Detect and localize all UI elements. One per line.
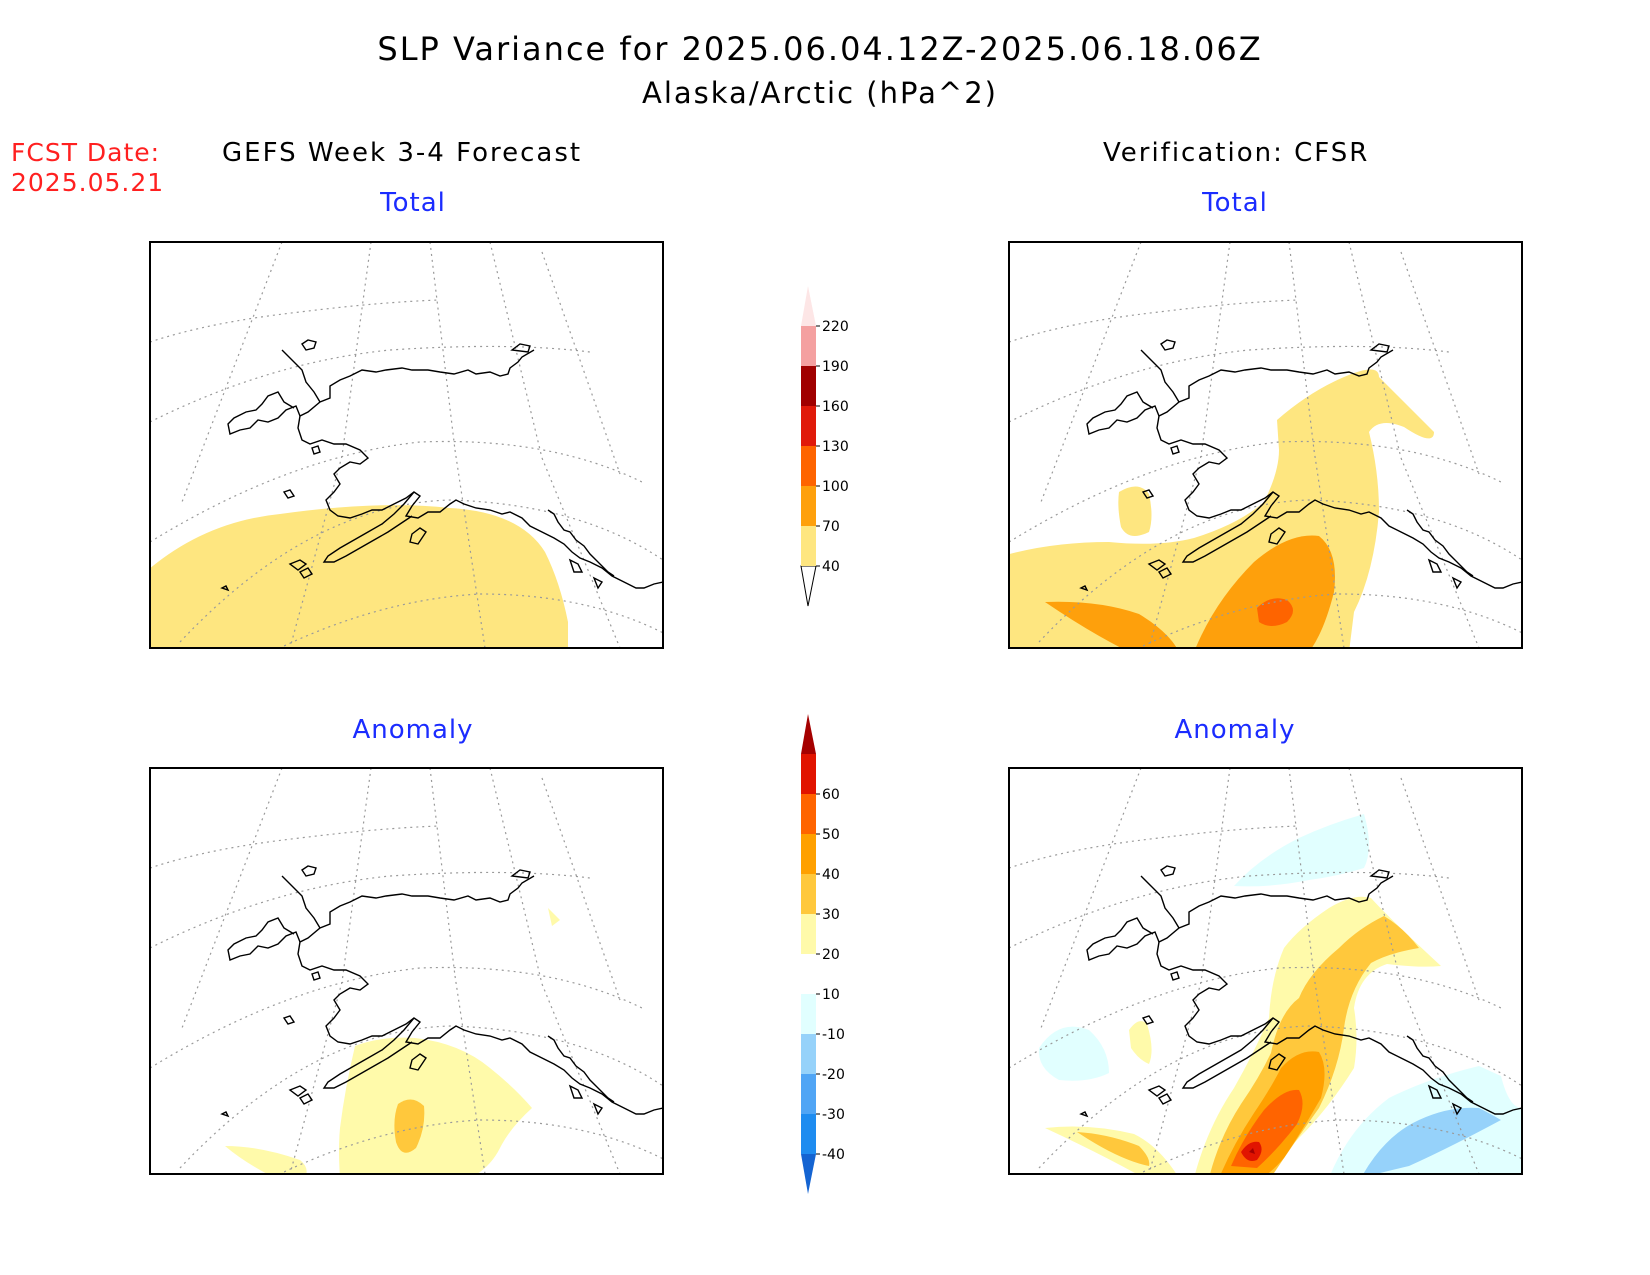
anomaly-colorbar-label: -10 [822, 1027, 845, 1043]
verification-total-map [1008, 241, 1523, 649]
anomaly-colorbar-box [801, 994, 816, 1034]
chart-title: SLP Variance for 2025.06.04.12Z-2025.06.… [377, 30, 1263, 68]
total-colorbar-box [801, 406, 816, 446]
chart-subtitle: Alaska/Arctic (hPa^2) [642, 76, 998, 110]
forecast-total-label: Total [380, 188, 446, 218]
forecast-total-map [149, 241, 664, 649]
total-colorbar-box [801, 526, 816, 566]
anomaly-colorbar-label: 10 [822, 987, 840, 1003]
contour-over-60 [1249, 1148, 1255, 1154]
forecast-anomaly-label: Anomaly [352, 715, 474, 745]
anomaly-colorbar-label: 60 [822, 787, 840, 803]
forecast-date-label: FCST Date: [11, 138, 161, 167]
verification-column-header: Verification: CFSR [1103, 138, 1370, 168]
total-colorbar-high-end [801, 286, 816, 326]
contour-10-20-ne [548, 908, 560, 926]
forecast-total-frame [149, 241, 664, 649]
forecast-date-block: FCST Date: 2025.05.21 [11, 138, 164, 198]
contour-100-130 [1257, 598, 1293, 626]
total-colorbar-box [801, 326, 816, 366]
anomaly-colorbar-box [801, 874, 816, 914]
anomaly-colorbar-label: 20 [822, 947, 840, 963]
total-colorbar-low-end [800, 565, 817, 607]
forecast-date-value: 2025.05.21 [11, 168, 165, 197]
anomaly-colorbar-box [801, 1034, 816, 1074]
forecast-anomaly-map [149, 767, 664, 1175]
anomaly-colorbar-box [801, 954, 816, 994]
anomaly-colorbar-box [801, 914, 816, 954]
contour-20-30-sw [1077, 1132, 1150, 1166]
contour-40-70 [150, 505, 568, 648]
anomaly-colorbar-label: 30 [822, 907, 840, 923]
anomaly-colorbar-label: -20 [822, 1067, 845, 1083]
verification-anomaly-label: Anomaly [1174, 715, 1296, 745]
total-colorbar-label: 220 [822, 319, 849, 335]
verification-total-label: Total [1202, 188, 1268, 218]
contour-10-20-west [1129, 1021, 1152, 1064]
verification-anomaly-frame [1008, 767, 1523, 1175]
contour-neg10-neg20-north [1234, 814, 1369, 887]
total-colorbar-label: 130 [822, 439, 849, 455]
verification-anomaly-map [1008, 767, 1523, 1175]
anomaly-colorbar-label: -30 [822, 1107, 845, 1123]
total-colorbar-label: 100 [822, 479, 849, 495]
contour-70-100 [1195, 535, 1335, 648]
anomaly-colorbar-label: 50 [822, 827, 840, 843]
anomaly-colorbar-box [801, 834, 816, 874]
forecast-anomaly-frame [149, 767, 664, 1175]
contour-neg10-neg20-west [1038, 1026, 1109, 1081]
total-colorbar-label: 160 [822, 399, 849, 415]
contour-10-20-west [225, 1146, 307, 1174]
total-colorbar-label: 40 [822, 559, 840, 575]
total-colorbar: 40 70 100 130 160 190 220 [800, 286, 849, 607]
anomaly-colorbar-box [801, 754, 816, 794]
total-colorbar-label: 190 [822, 359, 849, 375]
anomaly-colorbar-label: -40 [822, 1147, 845, 1163]
anomaly-colorbar-box [801, 1074, 816, 1114]
anomaly-colorbar: -40 -30 -20 -10 10 20 30 40 50 60 [801, 714, 845, 1194]
total-colorbar-box [801, 486, 816, 526]
total-colorbar-box [801, 446, 816, 486]
contour-40-70-west [1118, 486, 1152, 536]
anomaly-colorbar-high-end [801, 714, 816, 754]
contour-10-20 [339, 1037, 532, 1174]
anomaly-colorbar-low-end [801, 1154, 816, 1194]
forecast-column-header: GEFS Week 3-4 Forecast [222, 138, 583, 168]
contour-neg20-neg30 [1363, 1107, 1501, 1174]
contour-70-100-west [1045, 601, 1177, 648]
total-colorbar-box [801, 366, 816, 406]
anomaly-colorbar-box [801, 794, 816, 834]
total-colorbar-label: 70 [822, 519, 840, 535]
anomaly-colorbar-label: 40 [822, 867, 840, 883]
contour-20-30 [394, 1099, 425, 1153]
verification-total-frame [1008, 241, 1523, 649]
anomaly-colorbar-box [801, 1114, 816, 1154]
